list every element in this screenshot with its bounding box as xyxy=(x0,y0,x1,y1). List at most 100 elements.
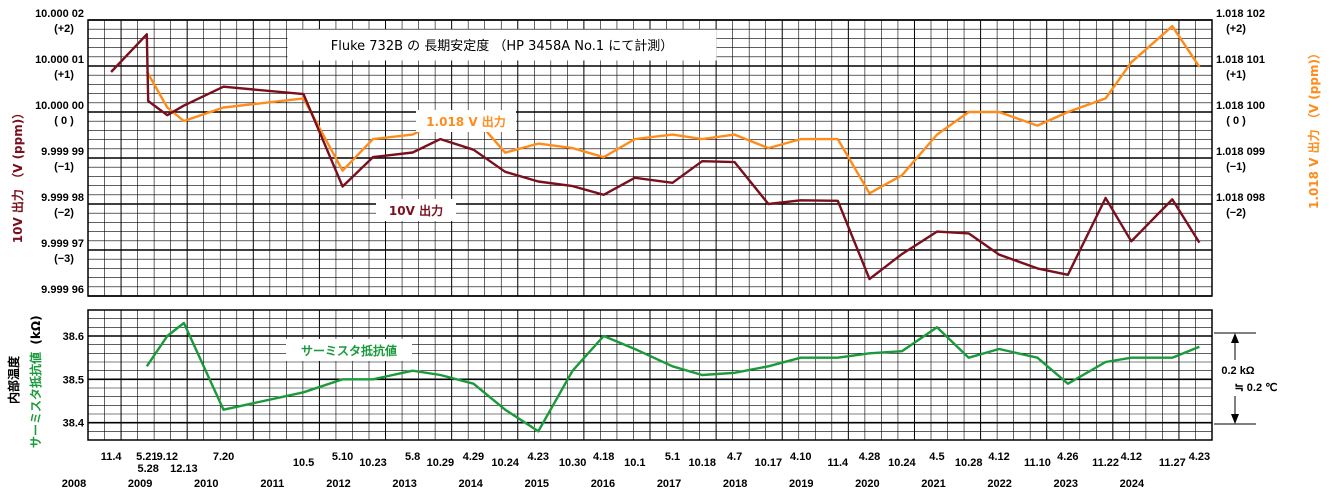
y-tick-label-lower: 38.5 xyxy=(63,374,84,386)
label-thermistor: サーミスタ抵抗値 xyxy=(301,343,397,358)
label-10v: 10V 出力 xyxy=(389,203,443,218)
x-tick-label: 5.8 xyxy=(405,451,420,463)
x-year-label: 2017 xyxy=(657,478,681,490)
y-tick-ppm-left: (+1) xyxy=(54,69,74,81)
grid xyxy=(87,19,1213,441)
y-tick-ppm-right: (+1) xyxy=(1226,69,1246,81)
x-tick-label: 4.5 xyxy=(929,451,944,463)
series-line-10v xyxy=(110,33,1201,281)
x-tick-label: 4.7 xyxy=(727,451,742,463)
x-year-label: 2022 xyxy=(987,478,1011,490)
y-tick-ppm-left: (−3) xyxy=(54,253,74,265)
x-tick-label: 11.22 xyxy=(1092,457,1119,469)
x-tick-label: 4.29 xyxy=(463,451,484,463)
x-year-label: 2011 xyxy=(260,478,284,490)
label-box-thermistor xyxy=(286,339,412,361)
x-tick-label: 10.24 xyxy=(491,457,519,469)
y-ticks: 10.000 02 (+2) 10.000 01 (+1) 10.000 00 ( 0 )… xyxy=(35,8,1265,430)
x-tick-label: 5.1 xyxy=(665,451,680,463)
label-box-1018 xyxy=(416,110,516,132)
y-tick-ppm-right: ( 0 ) xyxy=(1226,115,1246,127)
y-tick-label-left: 10.000 01 xyxy=(35,54,84,66)
lower-axis-unit: (kΩ) xyxy=(29,315,43,344)
y-tick-label-right: 1.018 100 xyxy=(1216,100,1265,112)
y-tick-label-right: 1.018 099 xyxy=(1216,146,1265,158)
y-tick-label-left: 9.999 99 xyxy=(41,146,84,158)
y-tick-label-lower: 38.6 xyxy=(63,331,84,343)
x-tick-label: 10.29 xyxy=(427,457,455,469)
y-tick-ppm-left: (−1) xyxy=(54,161,74,173)
x-year-label: 2009 xyxy=(128,478,152,490)
y-tick-label-left: 10.000 02 xyxy=(35,8,84,20)
lower-axis-title-temp: 内部温度 xyxy=(6,355,21,404)
x-tick-label: 10.24 xyxy=(888,457,916,469)
y-tick-ppm-left: ( 0 ) xyxy=(54,115,74,127)
y-tick-label-left: 9.999 97 xyxy=(41,238,84,250)
x-year-label: 2018 xyxy=(723,478,747,490)
x-tick-label: 11.10 xyxy=(1024,457,1051,469)
y-tick-label-right: 1.018 101 xyxy=(1216,54,1265,66)
x-year-label: 2023 xyxy=(1054,478,1078,490)
x-tick-label: 7.20 xyxy=(213,451,234,463)
y-tick-label-left: 10.000 00 xyxy=(35,100,84,112)
x-year-label: 2016 xyxy=(591,478,615,490)
x-tick-label: 11.4 xyxy=(827,457,849,469)
x-tick-label: 10.28 xyxy=(955,457,983,469)
scale-annotation-lower: ≒ 0.2 ℃ xyxy=(1235,382,1278,394)
x-tick-label: 12.13 xyxy=(170,463,198,475)
y-tick-ppm-right: (+2) xyxy=(1226,23,1246,35)
x-tick-label: 5.10 xyxy=(332,451,353,463)
label-1018: 1.018 V 出力 xyxy=(426,114,506,129)
x-tick-label: 5.21 xyxy=(136,451,157,463)
scale-annotation: 0.2 kΩ ≒ 0.2 ℃ xyxy=(1213,332,1278,425)
y-tick-label-left: 9.999 96 xyxy=(41,284,84,296)
series-line-1018v xyxy=(145,25,1201,195)
x-tick-label: 11.27 xyxy=(1159,457,1186,469)
x-tick-label: 4.23 xyxy=(1189,451,1210,463)
x-tick-label: 10.5 xyxy=(293,457,314,469)
y-tick-ppm-left: (−2) xyxy=(54,207,74,219)
scale-annotation-upper: 0.2 kΩ xyxy=(1221,365,1254,377)
x-year-label: 2012 xyxy=(326,478,350,490)
x-tick-label: 10.1 xyxy=(624,457,645,469)
x-year-label: 2021 xyxy=(921,478,945,490)
x-year-label: 2024 xyxy=(1120,478,1145,490)
x-tick-label: 4.18 xyxy=(593,451,614,463)
x-tick-label: 4.12 xyxy=(1121,451,1142,463)
series xyxy=(110,25,1201,433)
y-tick-ppm-left: (+2) xyxy=(54,23,74,35)
x-tick-label: 4.12 xyxy=(988,451,1009,463)
x-tick-label: 11.4 xyxy=(101,451,123,463)
x-tick-label: 4.28 xyxy=(859,451,880,463)
x-year-label: 2008 xyxy=(62,478,86,490)
title-box xyxy=(287,29,717,61)
x-tick-label: 10.18 xyxy=(688,457,716,469)
series-line-thermistor xyxy=(145,321,1200,433)
left-axis-title: 10V 出力 （V (ppm)） xyxy=(10,107,25,243)
label-box-10v xyxy=(376,199,456,221)
y-tick-label-right: 1.018 098 xyxy=(1216,192,1265,204)
y-tick-ppm-right: (−1) xyxy=(1226,161,1246,173)
y-tick-label-left: 9.999 98 xyxy=(41,192,84,204)
x-tick-label: 10.23 xyxy=(359,457,387,469)
y-tick-label-lower: 38.4 xyxy=(63,418,85,430)
x-year-label: 2014 xyxy=(458,478,483,490)
x-year-label: 2019 xyxy=(789,478,813,490)
x-tick-label: 9.12 xyxy=(157,451,178,463)
y-tick-label-right: 1.018 102 xyxy=(1216,8,1265,20)
x-tick-label: 4.23 xyxy=(528,451,549,463)
x-year-label: 2020 xyxy=(855,478,879,490)
x-tick-label: 4.10 xyxy=(790,451,811,463)
x-year-label: 2013 xyxy=(392,478,416,490)
lower-axis-title-thermistor: サーミスタ抵抗値 xyxy=(28,352,43,448)
chart-title: Fluke 732B の 長期安定度 （HP 3458A No.1 にて計測） xyxy=(331,38,674,54)
x-tick-label: 5.28 xyxy=(137,463,158,475)
x-tick-label: 10.30 xyxy=(559,457,587,469)
right-axis-title: 1.018 V 出力 （V (ppm)） xyxy=(1306,47,1321,209)
y-tick-ppm-right: (−2) xyxy=(1226,207,1246,219)
x-tick-label: 10.17 xyxy=(755,457,783,469)
x-year-label: 2015 xyxy=(525,478,549,490)
x-year-label: 2010 xyxy=(194,478,218,490)
